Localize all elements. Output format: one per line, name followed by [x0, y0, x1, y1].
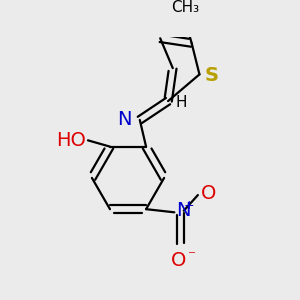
Text: +: +	[183, 199, 194, 212]
Text: N: N	[176, 201, 190, 220]
Text: O: O	[201, 184, 216, 203]
Text: H: H	[176, 95, 188, 110]
Text: ⁻: ⁻	[188, 248, 196, 263]
Text: S: S	[204, 67, 218, 85]
Text: N: N	[117, 110, 132, 129]
Text: O: O	[171, 250, 187, 270]
Text: HO: HO	[56, 131, 86, 150]
Text: CH₃: CH₃	[171, 0, 200, 15]
